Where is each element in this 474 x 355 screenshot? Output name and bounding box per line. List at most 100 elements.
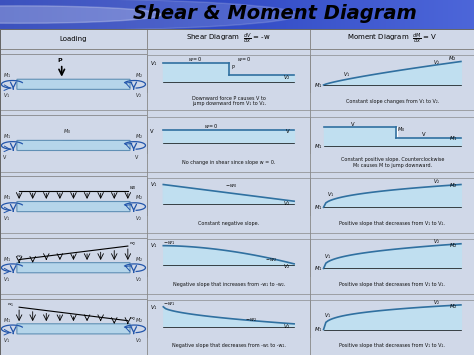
Bar (453, 0, 455, 29)
Text: $V_2$: $V_2$ (433, 178, 440, 186)
Bar (467, 0, 469, 29)
Bar (21, 0, 24, 29)
Bar (410, 0, 412, 29)
Bar (31, 0, 33, 29)
Text: $M_0$: $M_0$ (63, 127, 72, 136)
Bar (105, 0, 107, 29)
Bar (114, 0, 117, 29)
Bar (264, 0, 267, 29)
Bar (40, 0, 43, 29)
Bar (62, 0, 64, 29)
Bar (276, 0, 279, 29)
Bar (126, 0, 128, 29)
Bar (214, 0, 217, 29)
Bar (86, 0, 88, 29)
Text: $-w_1$: $-w_1$ (163, 239, 175, 247)
Bar (102, 0, 105, 29)
Bar (365, 0, 367, 29)
Polygon shape (163, 63, 228, 82)
Text: $V_2$: $V_2$ (135, 275, 142, 284)
Text: $V_1$: $V_1$ (3, 275, 10, 284)
Bar (100, 0, 102, 29)
Bar (281, 0, 283, 29)
Text: $M_1$: $M_1$ (314, 264, 322, 273)
Text: $V_1$: $V_1$ (150, 241, 158, 251)
Circle shape (0, 0, 299, 31)
Bar (148, 0, 150, 29)
Text: $V_1$: $V_1$ (3, 336, 10, 345)
Text: P: P (57, 58, 62, 62)
Text: Positive slope that decreases from V₁ to V₂.: Positive slope that decreases from V₁ to… (339, 221, 445, 226)
Text: V: V (150, 129, 154, 134)
Text: $V_2$: $V_2$ (433, 59, 440, 67)
Text: Constant positive slope. Counterclockwise
M₀ causes M to jump downward.: Constant positive slope. Counterclockwis… (340, 157, 444, 168)
Bar (398, 0, 400, 29)
Text: Moment Diagram  $\frac{dM}{dx}$ = V: Moment Diagram $\frac{dM}{dx}$ = V (347, 32, 438, 46)
Bar (128, 0, 131, 29)
Polygon shape (324, 127, 395, 146)
Bar (288, 0, 291, 29)
Text: $M_2$: $M_2$ (448, 54, 456, 63)
Text: $V_1$: $V_1$ (3, 92, 10, 100)
Bar (369, 0, 372, 29)
Bar (253, 0, 255, 29)
Bar (414, 0, 417, 29)
Bar (69, 0, 72, 29)
Polygon shape (395, 138, 461, 146)
Bar (405, 0, 407, 29)
Polygon shape (228, 75, 294, 82)
Text: Negative slope that increases from -w₁ to -w₂.: Negative slope that increases from -w₁ t… (173, 282, 285, 287)
Bar (269, 0, 272, 29)
FancyBboxPatch shape (17, 263, 130, 273)
Bar (219, 0, 221, 29)
FancyBboxPatch shape (17, 202, 130, 212)
Bar (107, 0, 109, 29)
Text: $w_0$: $w_0$ (129, 184, 137, 192)
Bar (112, 0, 114, 29)
Text: $M_1$: $M_1$ (314, 81, 322, 90)
Bar (124, 0, 126, 29)
Bar (436, 0, 438, 29)
Bar (472, 0, 474, 29)
Bar (55, 0, 57, 29)
Bar (133, 0, 136, 29)
Text: $-w_2$: $-w_2$ (264, 257, 276, 264)
Text: $M_2$: $M_2$ (135, 132, 143, 141)
Text: $V_2$: $V_2$ (433, 237, 440, 246)
Bar (19, 0, 21, 29)
Bar (310, 0, 312, 29)
Bar (457, 0, 460, 29)
Bar (374, 0, 376, 29)
Bar (319, 0, 321, 29)
Bar (326, 0, 328, 29)
Text: $w=0$: $w=0$ (204, 121, 219, 130)
Text: $V_1$: $V_1$ (150, 303, 158, 312)
Bar (212, 0, 214, 29)
Text: $V_2$: $V_2$ (135, 214, 142, 223)
Bar (157, 0, 160, 29)
Bar (246, 0, 248, 29)
Bar (412, 0, 414, 29)
FancyBboxPatch shape (17, 140, 130, 151)
Bar (441, 0, 443, 29)
Bar (45, 0, 48, 29)
Bar (76, 0, 79, 29)
Bar (372, 0, 374, 29)
Bar (236, 0, 238, 29)
Text: V: V (422, 132, 425, 137)
Bar (243, 0, 246, 29)
FancyBboxPatch shape (17, 324, 130, 334)
Bar (357, 0, 360, 29)
Bar (181, 0, 183, 29)
Bar (260, 0, 262, 29)
Bar (241, 0, 243, 29)
Polygon shape (163, 130, 294, 143)
Bar (2, 0, 5, 29)
Bar (462, 0, 465, 29)
Text: $V_2$: $V_2$ (283, 199, 290, 208)
Bar (117, 0, 119, 29)
Bar (153, 0, 155, 29)
Bar (283, 0, 286, 29)
Bar (350, 0, 353, 29)
Bar (255, 0, 257, 29)
